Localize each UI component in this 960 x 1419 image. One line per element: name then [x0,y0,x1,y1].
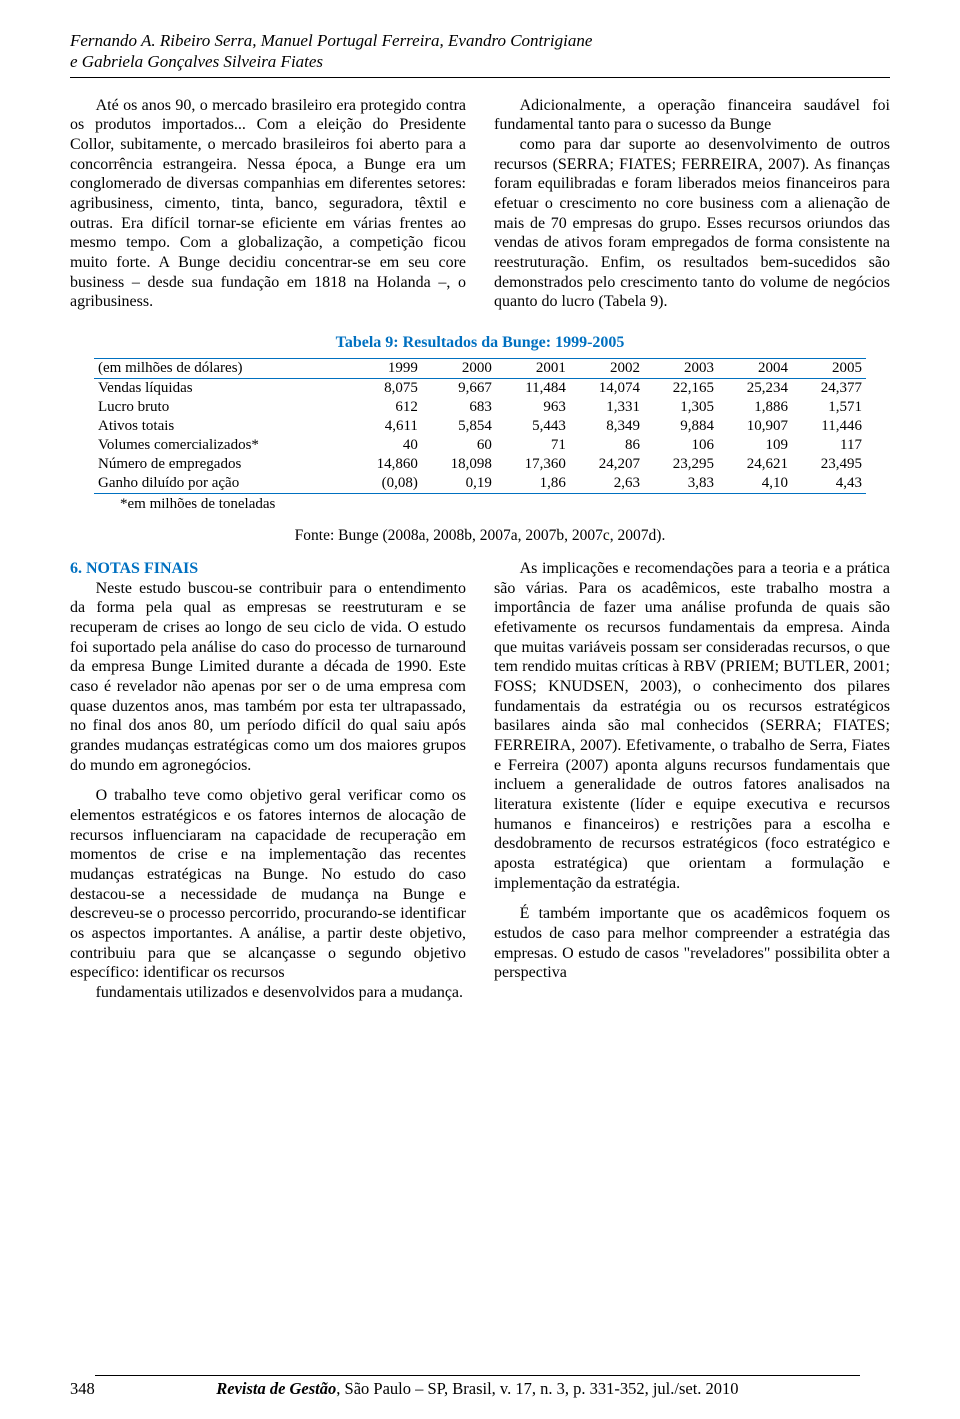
cell: 2,63 [570,474,644,494]
row-label: Número de empregados [94,455,348,474]
cell: 1,305 [644,398,718,417]
cell: 4,10 [718,474,792,494]
footer-journal: Revista de Gestão [216,1379,336,1398]
cell: 14,860 [348,455,422,474]
cell: 4,611 [348,417,422,436]
cell: 612 [348,398,422,417]
cell: 23,295 [644,455,718,474]
cell: 71 [496,436,570,455]
cell: 1,571 [792,398,866,417]
paragraph: O trabalho teve como objetivo geral veri… [70,786,466,983]
cell: (0,08) [348,474,422,494]
row-label: Ganho diluído por ação [94,474,348,494]
cell: 22,165 [644,378,718,398]
header-rule [70,77,890,78]
cell: 17,360 [496,455,570,474]
cell: 1,886 [718,398,792,417]
cell: 24,377 [792,378,866,398]
cell: 117 [792,436,866,455]
running-head-line2: e Gabriela Gonçalves Silveira Fiates [70,51,890,72]
cell: 1,331 [570,398,644,417]
footer-rest: , São Paulo – SP, Brasil, v. 17, n. 3, p… [336,1379,738,1398]
table-year: 2001 [496,358,570,378]
table-year: 1999 [348,358,422,378]
table-row: Número de empregados 14,860 18,098 17,36… [94,455,866,474]
bottom-columns: 6. NOTAS FINAIS Neste estudo buscou-se c… [70,559,890,1003]
paragraph: Até os anos 90, o mercado brasileiro era… [70,96,466,312]
table-row: Ganho diluído por ação (0,08) 0,19 1,86 … [94,474,866,494]
table-header-row: (em milhões de dólares) 1999 2000 2001 2… [94,358,866,378]
cell: 8,075 [348,378,422,398]
table-year: 2005 [792,358,866,378]
footer-citation: Revista de Gestão, São Paulo – SP, Brasi… [95,1375,860,1399]
table-year: 2004 [718,358,792,378]
page: Fernando A. Ribeiro Serra, Manuel Portug… [0,0,960,1419]
cell: 10,907 [718,417,792,436]
cell: 24,207 [570,455,644,474]
cell: 11,484 [496,378,570,398]
cell: 1,86 [496,474,570,494]
cell: 5,854 [422,417,496,436]
table-year: 2002 [570,358,644,378]
table-source: Fonte: Bunge (2008a, 2008b, 2007a, 2007b… [70,527,890,545]
row-label: Volumes comercializados* [94,436,348,455]
paragraph: Neste estudo buscou-se contribuir para o… [70,579,466,776]
cell: 3,83 [644,474,718,494]
cell: 40 [348,436,422,455]
table-year: 2003 [644,358,718,378]
section-heading: 6. NOTAS FINAIS [70,559,466,579]
row-label: Lucro bruto [94,398,348,417]
cell: 11,446 [792,417,866,436]
cell: 9,667 [422,378,496,398]
page-footer: 348 Revista de Gestão, São Paulo – SP, B… [70,1357,890,1399]
footer-rule [95,1375,860,1376]
paragraph: É também importante que os acadêmicos fo… [494,904,890,983]
cell: 683 [422,398,496,417]
cell: 109 [718,436,792,455]
cell: 14,074 [570,378,644,398]
table-header-label: (em milhões de dólares) [94,358,348,378]
cell: 60 [422,436,496,455]
cell: 24,621 [718,455,792,474]
cell: 9,884 [644,417,718,436]
table-year: 2000 [422,358,496,378]
cell: 4,43 [792,474,866,494]
results-table: (em milhões de dólares) 1999 2000 2001 2… [94,358,866,494]
row-label: Ativos totais [94,417,348,436]
paragraph: como para dar suporte ao desenvolvimento… [494,135,890,312]
table-caption: Tabela 9: Resultados da Bunge: 1999-2005 [70,334,890,352]
top-columns: Até os anos 90, o mercado brasileiro era… [70,96,890,318]
cell: 86 [570,436,644,455]
paragraph: Adicionalmente, a operação financeira sa… [494,96,890,135]
table-footnote: *em milhões de toneladas [120,496,890,513]
cell: 963 [496,398,570,417]
page-number: 348 [70,1379,95,1399]
table-row: Volumes comercializados* 40 60 71 86 106… [94,436,866,455]
paragraph: As implicações e recomendações para a te… [494,559,890,893]
cell: 106 [644,436,718,455]
table-row: Ativos totais 4,611 5,854 5,443 8,349 9,… [94,417,866,436]
table-row: Vendas líquidas 8,075 9,667 11,484 14,07… [94,378,866,398]
cell: 0,19 [422,474,496,494]
row-label: Vendas líquidas [94,378,348,398]
table-wrapper: (em milhões de dólares) 1999 2000 2001 2… [94,358,866,494]
cell: 5,443 [496,417,570,436]
cell: 8,349 [570,417,644,436]
running-head: Fernando A. Ribeiro Serra, Manuel Portug… [70,30,890,73]
running-head-line1: Fernando A. Ribeiro Serra, Manuel Portug… [70,31,592,50]
table-row: Lucro bruto 612 683 963 1,331 1,305 1,88… [94,398,866,417]
paragraph: fundamentais utilizados e desenvolvidos … [70,983,466,1003]
cell: 18,098 [422,455,496,474]
cell: 23,495 [792,455,866,474]
cell: 25,234 [718,378,792,398]
